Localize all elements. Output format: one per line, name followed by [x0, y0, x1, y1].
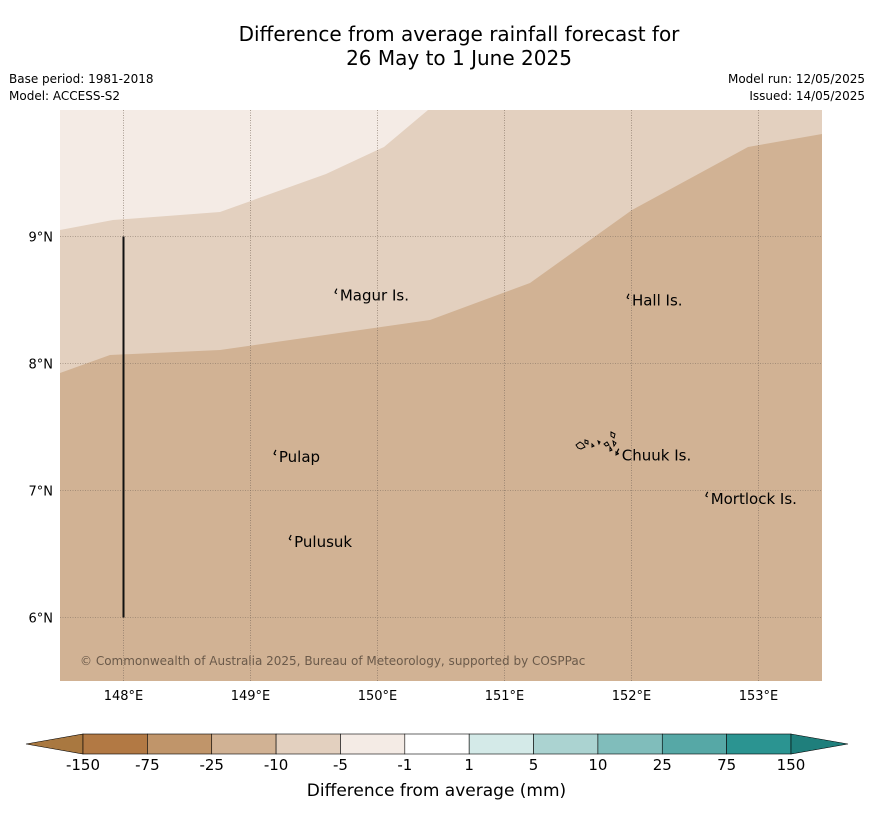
colorbar-extend-low [25, 733, 84, 755]
colorbar-swatch [82, 733, 148, 755]
lon-tick-label: 152°E [612, 689, 652, 704]
model-name: Model: ACCESS-S2 [9, 89, 121, 103]
colorbar-tick-label: 150 [776, 756, 806, 774]
copyright-notice: © Commonwealth of Australia 2025, Bureau… [80, 654, 585, 668]
colorbar-labels: -150 -75 -25 -10 -5 -1 1 5 10 25 75 150 [0, 756, 873, 776]
colorbar-tick-label: 5 [528, 756, 539, 774]
colorbar-swatch [147, 733, 213, 755]
colorbar-swatch [275, 733, 341, 755]
latitude-labels: 9°N 8°N 7°N 6°N [29, 231, 54, 627]
colorbar-tick-label: -10 [263, 756, 289, 774]
metadata-right: Model run: 12/05/2025 Issued: 14/05/2025 [728, 71, 865, 105]
colorbar-tick-label: -5 [332, 756, 348, 774]
place-labels: Magur Is. Hall Is. Pulap Chuuk Is. Mortlock … [273, 287, 797, 551]
colorbar [25, 733, 849, 755]
colorbar-swatch [404, 733, 470, 755]
colorbar-swatch [597, 733, 663, 755]
base-period: Base period: 1981-2018 [9, 72, 154, 86]
colorbar-extend-high [790, 733, 849, 755]
issued-date: Issued: 14/05/2025 [749, 89, 865, 103]
lon-tick-label: 148°E [104, 689, 144, 704]
lat-tick-label: 8°N [29, 358, 54, 373]
colorbar-tick-label: 1 [464, 756, 474, 774]
colorbar-swatch [726, 733, 792, 755]
lat-tick-label: 9°N [29, 231, 54, 246]
place-label: Hall Is. [632, 292, 683, 310]
colorbar-tick-label: -1 [397, 756, 413, 774]
island-mark [616, 448, 620, 455]
place-label: Pulap [279, 448, 320, 466]
lon-tick-label: 150°E [358, 689, 398, 704]
map-area: Magur Is. Hall Is. Pulap Chuuk Is. Mortlock … [60, 110, 822, 681]
colorbar-tick-label: 10 [588, 756, 608, 774]
map-title: Difference from average rainfall forecas… [0, 22, 873, 70]
island-mark [273, 449, 277, 456]
title-line-1: Difference from average rainfall forecas… [238, 22, 680, 46]
title-line-2: 26 May to 1 June 2025 [346, 46, 572, 70]
lon-tick-label: 153°E [739, 689, 779, 704]
gridlines [60, 110, 822, 681]
colorbar-title: Difference from average (mm) [306, 781, 567, 801]
place-label: Pulusuk [294, 533, 352, 551]
island-outlines [575, 431, 619, 456]
colorbar-swatch [211, 733, 277, 755]
region-minus5-to-minus1 [60, 110, 428, 230]
colorbar-swatch [533, 733, 599, 755]
colorbar-tick-label: 25 [652, 756, 672, 774]
island-mark [334, 288, 338, 295]
colorbar-swatch [468, 733, 534, 755]
island-mark [288, 534, 292, 541]
colorbar-tick-label: -75 [135, 756, 160, 774]
lon-tick-label: 151°E [485, 689, 525, 704]
colorbar-tick-label: -25 [199, 756, 224, 774]
lat-tick-label: 7°N [29, 485, 54, 500]
longitude-labels: 148°E 149°E 150°E 151°E 152°E 153°E [104, 689, 779, 704]
island-mark [705, 491, 709, 498]
rainfall-map: Magur Is. Hall Is. Pulap Chuuk Is. Mortlock … [29, 110, 822, 704]
model-run: Model run: 12/05/2025 [727, 72, 865, 86]
lat-tick-label: 6°N [29, 612, 54, 627]
colorbar-tick-label: -150 [65, 756, 101, 774]
place-label: Chuuk Is. [622, 447, 691, 465]
colorbar-tick-label: 75 [717, 756, 737, 774]
place-label: Magur Is. [340, 287, 409, 305]
colorbar-swatch [661, 733, 727, 755]
colorbar-swatch [340, 733, 406, 755]
chuuk-lagoon-islands [575, 431, 619, 456]
metadata-left: Base period: 1981-2018 Model: ACCESS-S2 [9, 71, 154, 105]
island-mark [626, 293, 630, 300]
lon-tick-label: 149°E [231, 689, 271, 704]
place-label: Mortlock Is. [711, 490, 797, 508]
